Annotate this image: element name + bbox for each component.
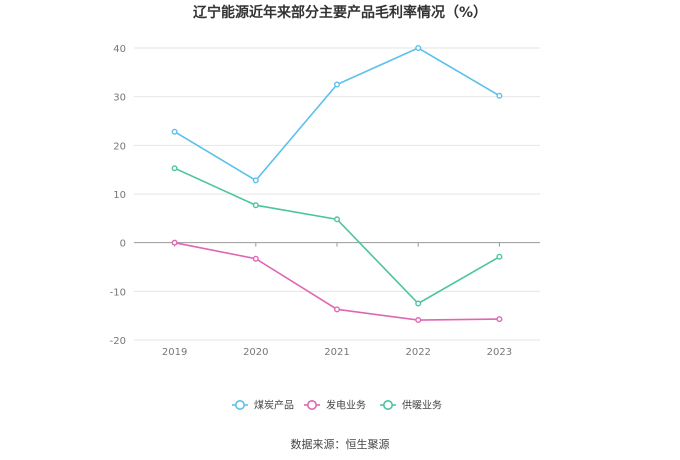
data-source-note: 数据来源：恒生聚源 — [291, 437, 390, 451]
legend-item[interactable]: 发电业务 — [304, 399, 366, 412]
data-point[interactable] — [252, 255, 259, 262]
data-point[interactable] — [415, 45, 422, 52]
grid — [134, 47, 540, 341]
data-point[interactable] — [171, 239, 178, 246]
data-point[interactable] — [496, 316, 503, 323]
x-tick-label: 2020 — [243, 347, 268, 358]
data-point[interactable] — [252, 202, 259, 209]
data-point[interactable] — [496, 92, 503, 99]
data-point[interactable] — [415, 300, 422, 307]
data-point[interactable] — [415, 317, 422, 324]
legend-item[interactable]: 煤炭产品 — [232, 399, 294, 412]
data-point[interactable] — [334, 81, 341, 88]
legend-swatch-marker — [235, 399, 246, 410]
legend-label: 煤炭产品 — [254, 399, 294, 412]
legend-label: 发电业务 — [326, 399, 366, 412]
series-lines — [171, 45, 503, 324]
legend-item[interactable]: 供暖业务 — [380, 399, 442, 412]
series-line — [174, 47, 500, 182]
y-tick-label: 30 — [113, 93, 126, 104]
data-point[interactable] — [496, 253, 503, 260]
data-point[interactable] — [171, 165, 178, 172]
y-tick-label: -10 — [110, 287, 126, 298]
legend-swatch-marker — [382, 399, 393, 410]
y-tick-label: 20 — [113, 141, 126, 152]
x-tick-label: 2021 — [324, 347, 349, 358]
legend[interactable]: 煤炭产品 发电业务 供暖业务 — [232, 399, 442, 412]
data-point[interactable] — [334, 306, 341, 313]
data-point[interactable] — [252, 177, 259, 184]
data-point[interactable] — [171, 128, 178, 135]
y-tick-label: 40 — [113, 44, 126, 55]
legend-label: 供暖业务 — [402, 399, 442, 412]
legend-swatch-marker — [306, 399, 317, 410]
x-tick-label: 2022 — [405, 347, 430, 358]
x-tick-label: 2023 — [487, 347, 512, 358]
data-point[interactable] — [334, 216, 341, 223]
y-tick-label: -20 — [110, 336, 126, 347]
y-tick-label: 0 — [120, 239, 126, 250]
y-tick-label: 10 — [113, 190, 126, 201]
series-line — [174, 167, 500, 305]
x-tick-label: 2019 — [162, 347, 187, 358]
chart-title: 辽宁能源近年来部分主要产品毛利率情况（%） — [193, 4, 487, 21]
axes: 40 30 20 10 0 -10 -20 2019 2020 2021 2022 2023 — [110, 44, 540, 358]
